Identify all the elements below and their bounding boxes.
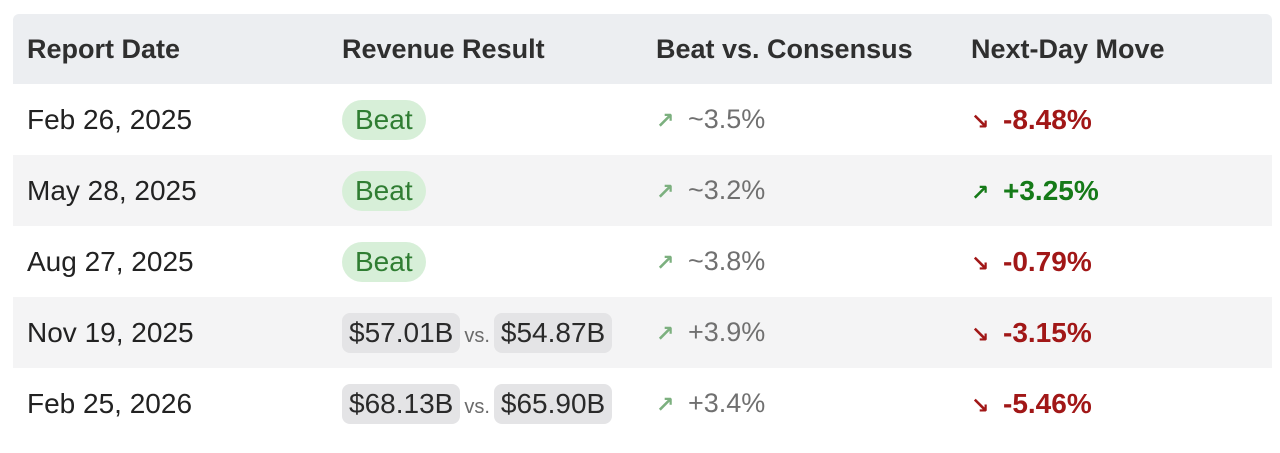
revenue-result: Beat [342,170,656,211]
table-row: Aug 27, 2025 Beat ↗ ~3.8% ↘ -0.79% [13,226,1272,297]
move-value: -8.48% [1003,103,1092,135]
revenue-result: Beat [342,241,656,282]
next-day-move: ↘ -8.48% [971,104,1272,136]
beat-vs-consensus: ↗ +3.9% [656,317,971,348]
table-row: Feb 25, 2026 $68.13B vs. $65.90B ↗ +3.4% ↘ -… [13,368,1272,439]
revenue-actual: $68.13B [342,383,461,424]
table-header-row: Report Date Revenue Result Beat vs. Cons… [13,14,1272,84]
arrow-down-right-icon: ↘ [971,321,990,347]
arrow-up-right-icon: ↗ [971,179,990,205]
table-row: May 28, 2025 Beat ↗ ~3.2% ↗ +3.25% [13,155,1272,226]
arrow-up-right-icon: ↗ [656,321,675,346]
beat-value: ~3.8% [688,246,766,276]
table-row: Feb 26, 2025 Beat ↗ ~3.5% ↘ -8.48% [13,84,1272,155]
beat-badge: Beat [342,170,426,211]
arrow-up-right-icon: ↗ [656,179,675,204]
header-revenue-result: Revenue Result [342,33,545,64]
beat-badge: Beat [342,241,426,282]
beat-vs-consensus: ↗ +3.4% [656,388,971,419]
report-date: Nov 19, 2025 [27,316,194,348]
next-day-move: ↘ -5.46% [971,388,1272,420]
beat-value: +3.4% [688,388,766,418]
arrow-up-right-icon: ↗ [656,108,675,133]
revenue-result: $68.13B vs. $65.90B [342,383,656,424]
revenue-consensus: $65.90B [493,383,613,424]
beat-vs-consensus: ↗ ~3.5% [656,104,971,135]
move-value: -0.79% [1003,245,1092,277]
header-report-date: Report Date [27,33,181,64]
beat-vs-consensus: ↗ ~3.2% [656,175,971,206]
move-value: -5.46% [1003,387,1092,419]
arrow-down-right-icon: ↘ [971,392,990,418]
header-beat-vs-consensus: Beat vs. Consensus [656,33,913,64]
vs-label: vs. [464,324,490,347]
report-date: May 28, 2025 [27,174,197,206]
report-date: Feb 25, 2026 [27,387,193,419]
revenue-result: Beat [342,99,656,140]
header-next-day-move: Next-Day Move [971,33,1165,64]
report-date: Feb 26, 2025 [27,103,193,135]
arrow-up-right-icon: ↗ [656,250,675,275]
arrow-up-right-icon: ↗ [656,392,675,417]
beat-value: ~3.5% [688,104,766,134]
next-day-move: ↘ -3.15% [971,317,1272,349]
vs-label: vs. [464,395,490,418]
beat-value: +3.9% [688,317,766,347]
revenue-actual: $57.01B [342,312,461,353]
revenue-result: $57.01B vs. $54.87B [342,312,656,353]
next-day-move: ↘ -0.79% [971,246,1272,278]
earnings-table: Report Date Revenue Result Beat vs. Cons… [13,14,1272,439]
table-row: Nov 19, 2025 $57.01B vs. $54.87B ↗ +3.9% ↘ -… [13,297,1272,368]
arrow-down-right-icon: ↘ [971,250,990,276]
next-day-move: ↗ +3.25% [971,175,1272,207]
report-date: Aug 27, 2025 [27,245,194,277]
beat-badge: Beat [342,99,426,140]
revenue-consensus: $54.87B [493,312,613,353]
arrow-down-right-icon: ↘ [971,108,990,134]
move-value: +3.25% [1003,174,1099,206]
beat-vs-consensus: ↗ ~3.8% [656,246,971,277]
move-value: -3.15% [1003,316,1092,348]
beat-value: ~3.2% [688,175,766,205]
